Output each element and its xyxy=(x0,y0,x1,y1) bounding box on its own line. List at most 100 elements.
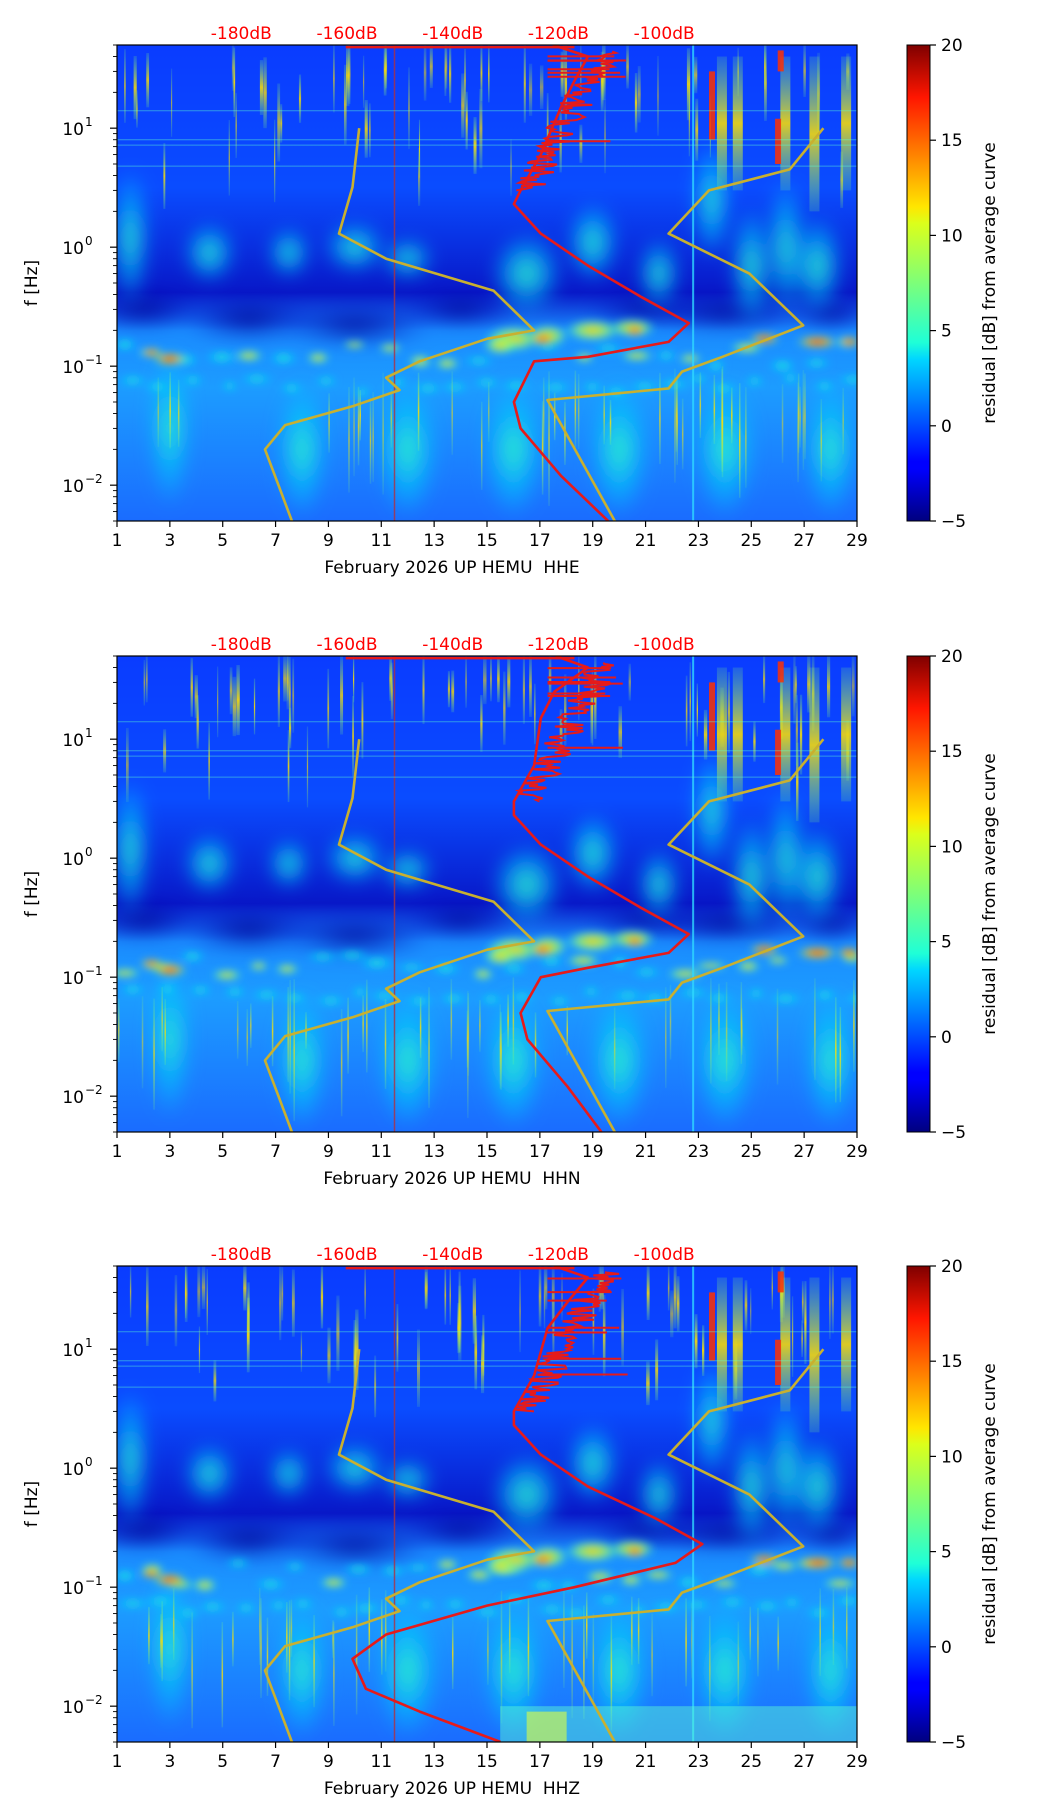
x-tick-label: 9 xyxy=(323,531,334,551)
x-tick-label: 11 xyxy=(370,1752,392,1772)
heatmap-image xyxy=(117,656,857,1132)
y-tick-exponent: 1 xyxy=(85,115,93,129)
noise-model-curve xyxy=(263,739,536,1132)
noise-model-curve xyxy=(546,127,825,521)
db-scale-label: -100dB xyxy=(634,24,695,44)
db-scale-label: -120dB xyxy=(528,1245,589,1265)
colorbar-tick-label: 10 xyxy=(941,837,963,857)
db-scale-label: -120dB xyxy=(528,635,589,655)
x-tick-label: 19 xyxy=(582,1142,604,1162)
y-tick-exponent: 0 xyxy=(85,845,93,859)
colorbar-tick-label: 20 xyxy=(941,36,963,56)
y-tick-exponent: −1 xyxy=(85,964,103,978)
x-tick-label: 21 xyxy=(635,1142,657,1162)
y-tick-label: 10 xyxy=(62,239,84,259)
average-noise-curve-detail xyxy=(514,662,614,803)
y-tick-label: 10 xyxy=(62,1579,84,1599)
y-tick-exponent: 1 xyxy=(85,726,93,740)
y-tick-label: 10 xyxy=(62,850,84,870)
db-scale-label: -180dB xyxy=(211,24,272,44)
x-tick-label: 7 xyxy=(270,1752,281,1772)
colorbar-tick-label: −5 xyxy=(941,1123,966,1143)
x-tick-label: 27 xyxy=(793,1752,815,1772)
y-tick-exponent: −1 xyxy=(85,1574,103,1588)
y-tick-label: 10 xyxy=(62,1341,84,1361)
x-axis-label: February 2026 UP HEMU HHE xyxy=(324,558,579,578)
x-axis-label: February 2026 UP HEMU HHZ xyxy=(324,1779,580,1799)
y-tick-label: 10 xyxy=(62,1088,84,1108)
y-tick-exponent: 0 xyxy=(85,234,93,248)
x-tick-label: 29 xyxy=(846,1142,868,1162)
db-scale-label: -160dB xyxy=(316,24,377,44)
colorbar-tick-label: −5 xyxy=(941,1733,966,1753)
colorbar-tick-label: 10 xyxy=(941,226,963,246)
y-axis-label: f [Hz] xyxy=(22,260,42,306)
x-tick-label: 27 xyxy=(793,531,815,551)
x-axis-label: February 2026 UP HEMU HHN xyxy=(323,1169,580,1189)
x-tick-label: 7 xyxy=(270,1142,281,1162)
x-tick-label: 29 xyxy=(846,1752,868,1772)
noise-model-curve xyxy=(546,738,825,1132)
colorbar-tick-label: 15 xyxy=(941,742,963,762)
y-tick-exponent: −2 xyxy=(85,1083,103,1097)
x-tick-label: 5 xyxy=(217,531,228,551)
x-tick-label: 27 xyxy=(793,1142,815,1162)
y-tick-exponent: −1 xyxy=(85,353,103,367)
db-scale-label: -140dB xyxy=(422,635,483,655)
x-tick-label: 15 xyxy=(476,531,498,551)
x-tick-label: 1 xyxy=(112,531,123,551)
x-tick-label: 13 xyxy=(423,1752,445,1772)
x-tick-label: 23 xyxy=(688,1142,710,1162)
x-tick-label: 1 xyxy=(112,1142,123,1162)
colorbar-tick-label: 20 xyxy=(941,647,963,667)
y-tick-exponent: −2 xyxy=(85,1693,103,1707)
colorbar-label: residual [dB] from average curve xyxy=(980,142,1000,423)
x-tick-label: 15 xyxy=(476,1752,498,1772)
x-tick-label: 19 xyxy=(582,1752,604,1772)
x-tick-label: 23 xyxy=(688,1752,710,1772)
x-tick-label: 9 xyxy=(323,1142,334,1162)
y-axis-label: f [Hz] xyxy=(22,1481,42,1527)
heatmap-low-frequency-patch xyxy=(526,1711,567,1742)
heatmap-vertical-streaks xyxy=(117,45,857,521)
x-tick-label: 11 xyxy=(370,1142,392,1162)
noise-model-curve xyxy=(263,1349,536,1742)
colorbar-tick-label: 10 xyxy=(941,1447,963,1467)
db-scale-label: -160dB xyxy=(316,1245,377,1265)
x-tick-label: 3 xyxy=(164,1142,175,1162)
x-tick-label: 25 xyxy=(740,531,762,551)
noise-model-curve xyxy=(546,1348,825,1742)
colorbar-tick-label: 15 xyxy=(941,131,963,151)
x-tick-label: 21 xyxy=(635,531,657,551)
y-tick-label: 10 xyxy=(62,120,84,140)
heatmap-image xyxy=(117,1266,857,1742)
heatmap-microseism-band xyxy=(117,332,857,398)
x-tick-label: 25 xyxy=(740,1752,762,1772)
colorbar-tick-label: 0 xyxy=(941,1638,952,1658)
x-tick-label: 21 xyxy=(635,1752,657,1772)
colorbar-tick-label: 20 xyxy=(941,1257,963,1277)
x-tick-label: 11 xyxy=(370,531,392,551)
heatmap-storm-event xyxy=(482,317,658,356)
average-noise-curve-detail xyxy=(515,50,620,192)
x-tick-label: 25 xyxy=(740,1142,762,1162)
colorbar xyxy=(906,655,931,1133)
db-scale-label: -120dB xyxy=(528,24,589,44)
colorbar xyxy=(906,1265,931,1743)
x-tick-label: 15 xyxy=(476,1142,498,1162)
y-axis-label: f [Hz] xyxy=(22,871,42,917)
x-tick-label: 9 xyxy=(323,1752,334,1772)
y-tick-label: 10 xyxy=(62,1460,84,1480)
x-tick-label: 5 xyxy=(217,1142,228,1162)
colorbar-tick-label: 15 xyxy=(941,1352,963,1372)
db-scale-label: -180dB xyxy=(211,635,272,655)
x-tick-label: 17 xyxy=(529,1142,551,1162)
y-tick-label: 10 xyxy=(62,969,84,989)
colorbar-tick-label: −5 xyxy=(941,512,966,532)
heatmap-microseism-band xyxy=(117,943,857,1007)
heatmap-image xyxy=(117,45,857,521)
db-scale-label: -140dB xyxy=(422,24,483,44)
